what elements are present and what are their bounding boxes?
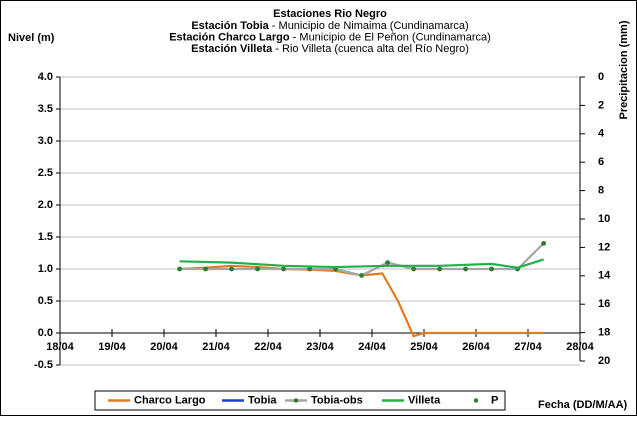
series-marker (411, 266, 416, 272)
y-tick-label: 3.5 (38, 103, 53, 115)
legend-label: Tobia-obs (311, 394, 363, 406)
series-marker (307, 266, 312, 272)
y-tick-label: 2.0 (38, 199, 53, 211)
y2-tick-label: 8 (598, 185, 604, 197)
chart-title: Estaciones Rio Negro (273, 8, 387, 20)
x-tick-label: 23/04 (306, 341, 334, 353)
y2-tick-label: 6 (598, 156, 604, 168)
subtitle: Estación Tobia - Municipio de Nimaima (C… (191, 20, 468, 32)
y2-tick-label: 18 (598, 327, 610, 339)
y2-tick-label: 0 (598, 71, 604, 83)
subtitle-text: - Municipio de El Peñon (Cundinamarca) (290, 31, 491, 43)
subtitle-text: - Rio Villeta (cuenca alta del Río Negro… (272, 43, 469, 55)
series-line (179, 258, 544, 269)
legend-label: Villeta (408, 394, 441, 406)
series-marker (203, 266, 209, 272)
y2-tick-label: 4 (598, 128, 605, 140)
series-marker (255, 266, 260, 272)
x-tick-label: 19/04 (98, 341, 126, 353)
legend-label: P (491, 394, 498, 406)
subtitle-bold: Estación Tobia (191, 20, 269, 32)
series-marker (359, 273, 364, 278)
y2-tick-label: 2 (598, 99, 604, 111)
y2-tick-label: 10 (598, 213, 610, 225)
subtitle: Estación Charco Largo - Municipio de El … (169, 31, 491, 43)
x-tick-label: 25/04 (410, 341, 438, 353)
subtitle: Estación Villeta - Rio Villeta (cuenca a… (191, 43, 469, 55)
y2-axis-label: Precipitacion (mm) (618, 20, 630, 119)
x-tick-label: 18/04 (46, 341, 74, 353)
legend-marker (473, 398, 479, 403)
subtitle-bold: Estación Villeta (191, 43, 273, 55)
series-marker (229, 266, 235, 272)
legend-label: Tobia (248, 394, 277, 406)
x-tick-label: 21/04 (202, 341, 230, 353)
series-marker (385, 260, 390, 265)
series-marker (463, 266, 468, 272)
y-tick-label: 2.5 (38, 167, 53, 179)
y2-tick-label: 12 (598, 241, 610, 253)
series-marker (541, 241, 546, 246)
y-tick-label: 0.5 (38, 295, 53, 307)
x-tick-label: 28/04 (566, 341, 594, 353)
series-marker (437, 266, 442, 272)
x-tick-label: 20/04 (150, 341, 178, 353)
series-marker (281, 266, 286, 272)
series-line (179, 264, 544, 338)
y-tick-label: 4.0 (38, 71, 53, 83)
series-marker (489, 266, 494, 272)
legend-label: Charco Largo (134, 394, 206, 406)
legend-marker (293, 398, 299, 403)
subtitle-text: - Municipio de Nimaima (Cundinamarca) (269, 20, 469, 32)
y2-tick-label: 16 (598, 298, 610, 310)
y-tick-label: 1.0 (38, 263, 53, 275)
x-tick-label: 26/04 (462, 341, 490, 353)
subtitle-bold: Estación Charco Largo (169, 31, 290, 43)
y-tick-label: -0.5 (34, 359, 53, 371)
y2-tick-label: 14 (598, 270, 611, 282)
y-tick-label: 0.0 (38, 327, 53, 339)
series-marker (177, 266, 183, 272)
x-tick-label: 27/04 (514, 341, 542, 353)
y-axis-label: Nivel (m) (8, 32, 55, 44)
x-tick-label: 22/04 (254, 341, 282, 353)
x-axis-label: Fecha (DD/M/AA) (538, 399, 628, 411)
y2-tick-label: 20 (598, 355, 610, 367)
y-tick-label: 1.5 (38, 231, 53, 243)
y-tick-label: 3.0 (38, 135, 53, 147)
x-tick-label: 24/04 (358, 341, 386, 353)
